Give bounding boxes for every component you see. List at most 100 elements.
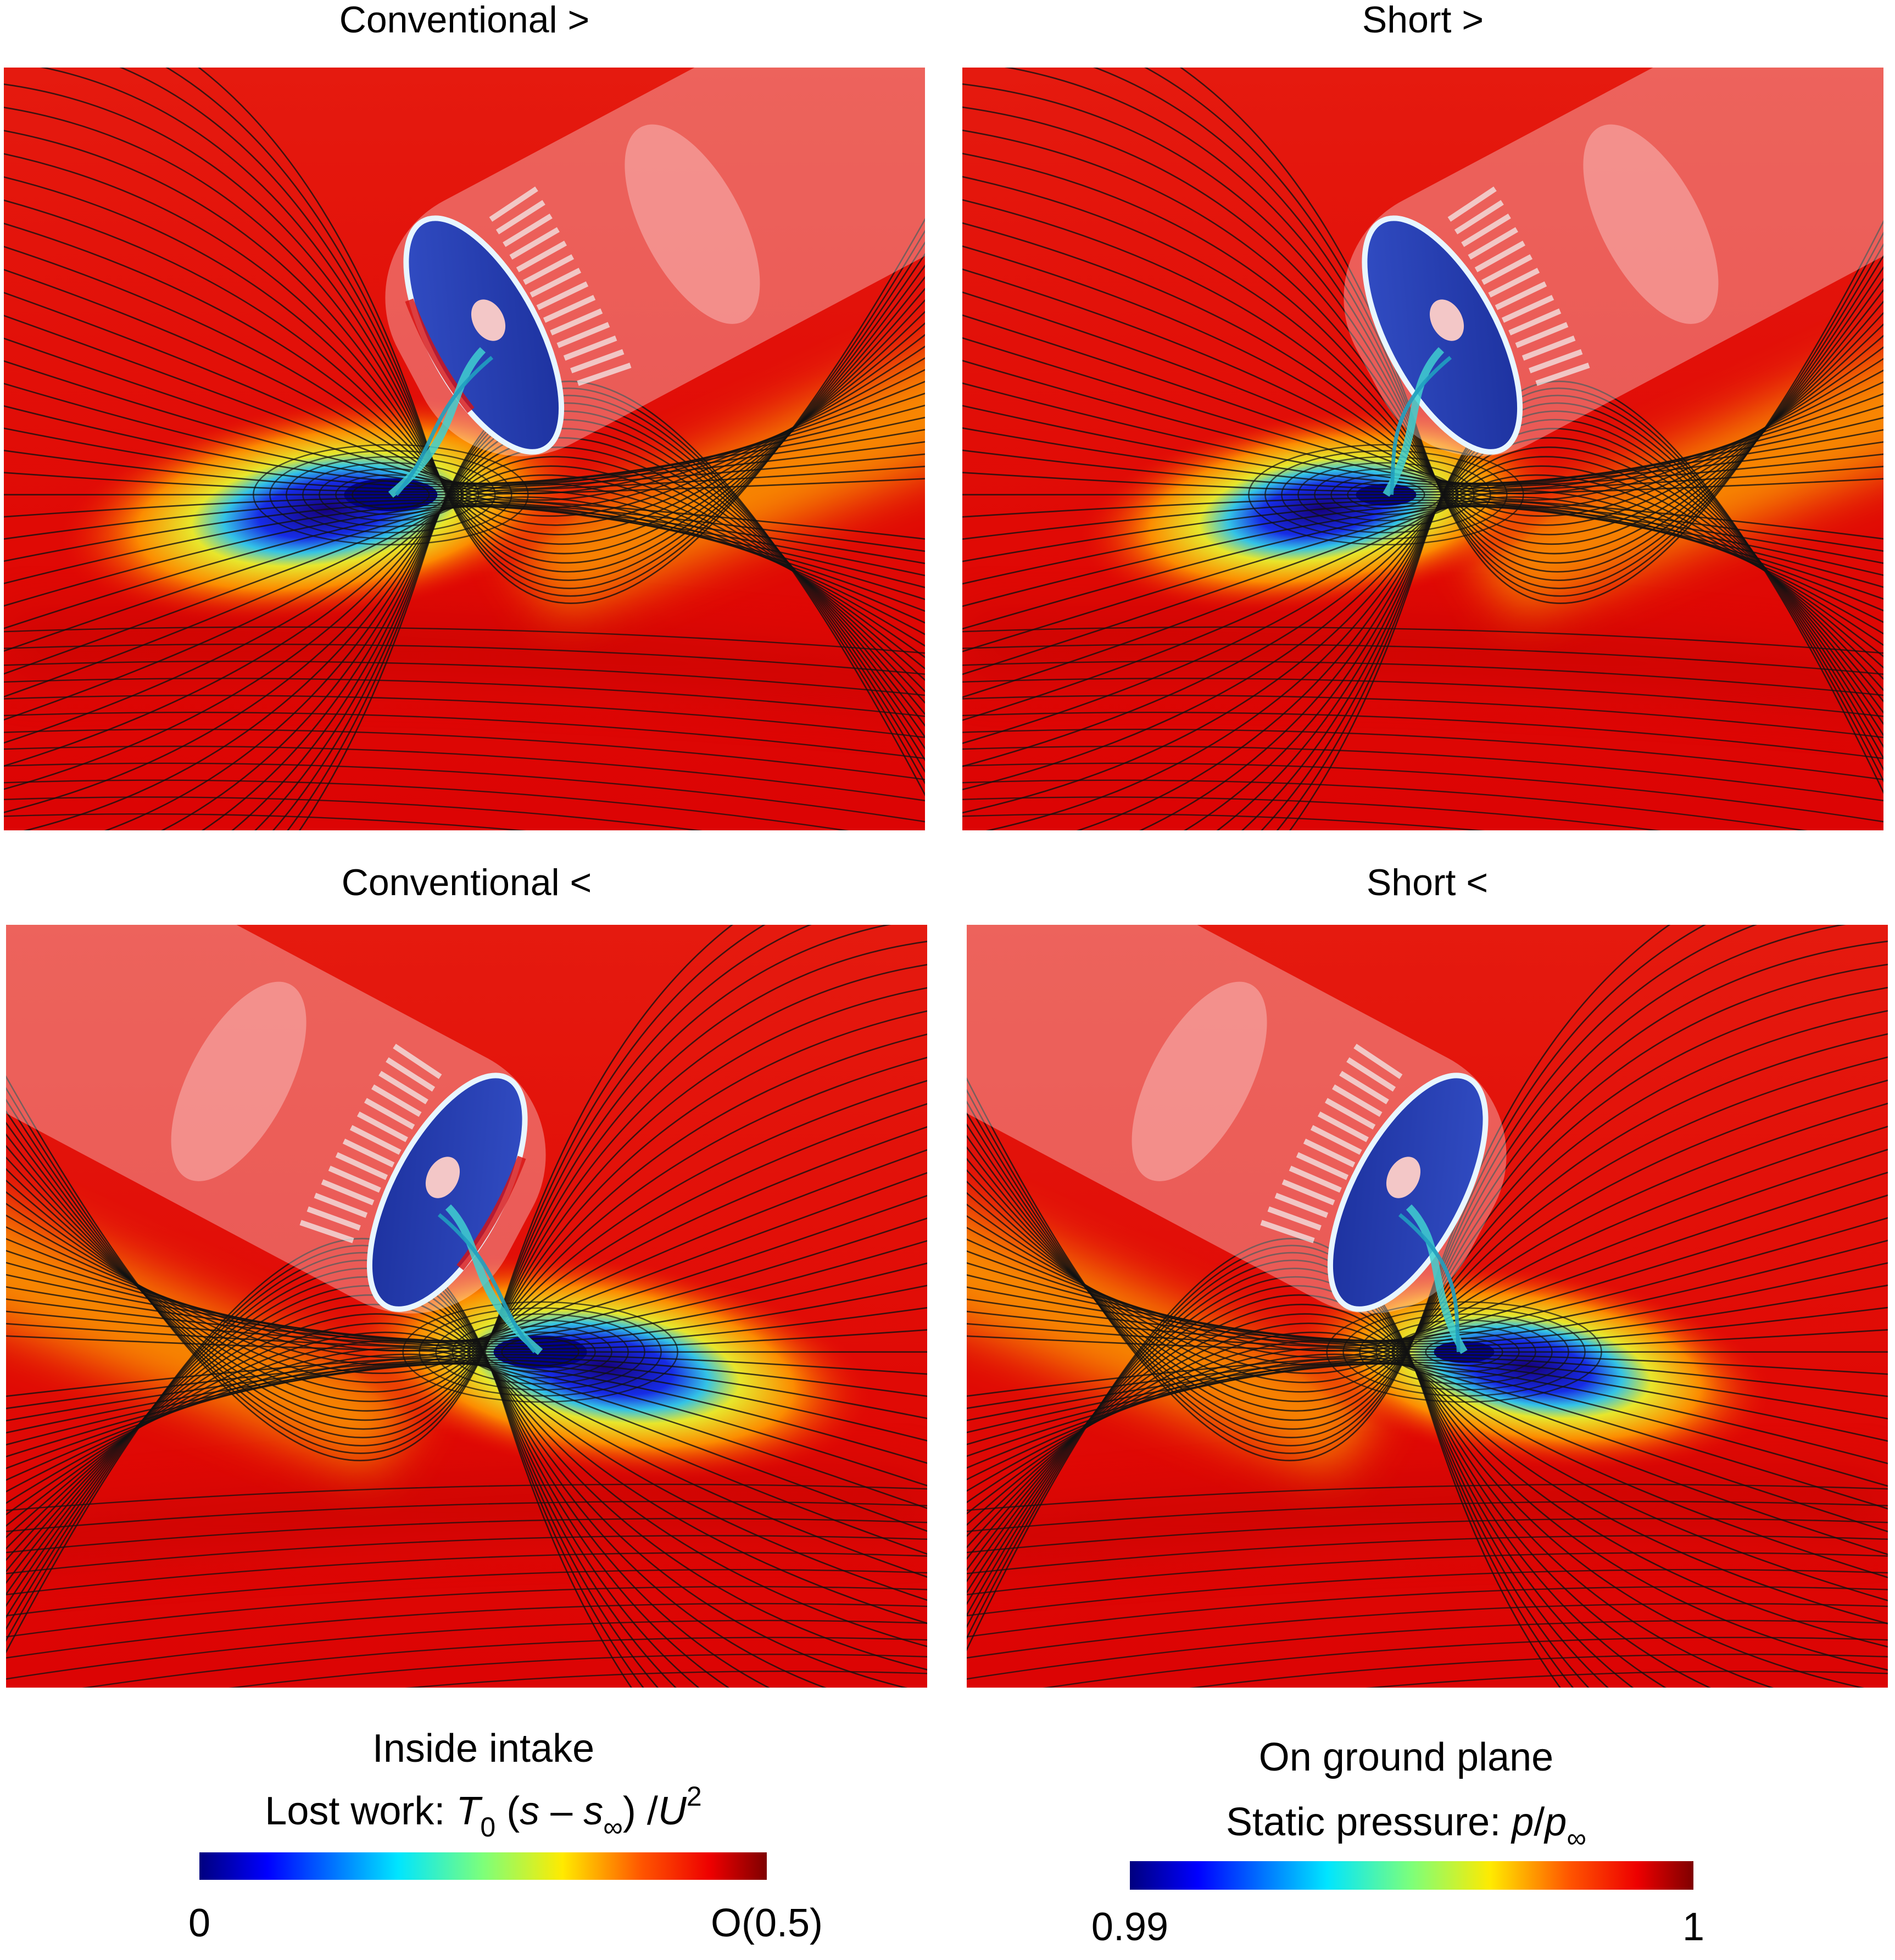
fan-blade xyxy=(328,1165,381,1193)
fan-blade xyxy=(1495,281,1547,310)
label-part: p xyxy=(1511,1800,1534,1844)
fan-blade xyxy=(1317,1111,1369,1142)
streamline xyxy=(4,405,925,485)
streamline xyxy=(4,626,925,654)
streamline xyxy=(967,1322,1888,1648)
streamline xyxy=(1043,1637,1888,1688)
streamline xyxy=(967,1358,1888,1533)
streamline xyxy=(405,1671,927,1688)
spiral xyxy=(319,468,463,522)
spiral xyxy=(1392,1325,1536,1379)
label-part: Static pressure: xyxy=(1226,1800,1512,1844)
fan-blade xyxy=(543,295,596,323)
streamline xyxy=(4,499,925,552)
vortex-tube xyxy=(1406,1204,1468,1354)
dark-band xyxy=(6,1471,927,1566)
streamline xyxy=(962,199,1883,526)
fan-blade xyxy=(1481,254,1533,285)
streamline xyxy=(4,496,925,540)
spinner xyxy=(1386,1157,1421,1198)
streamline xyxy=(967,1500,1888,1532)
colorbar-label: Static pressure: p/p∞ xyxy=(1226,1800,1586,1853)
streamline xyxy=(4,245,925,509)
fan-blade xyxy=(371,1084,422,1117)
spiral xyxy=(468,1325,612,1379)
streamline xyxy=(967,1313,1888,1671)
streamline xyxy=(962,466,1883,493)
fan-blade xyxy=(1281,1179,1335,1205)
streamline xyxy=(1289,381,1883,830)
fan-blade xyxy=(516,241,567,272)
fan-blade xyxy=(1535,362,1590,386)
spiral xyxy=(286,456,496,534)
nacelle-ring xyxy=(625,124,760,324)
spiral xyxy=(402,1301,678,1403)
fan-blade xyxy=(1346,1057,1396,1092)
streamline xyxy=(967,1323,1888,1350)
spiral xyxy=(452,1319,629,1385)
streamline xyxy=(962,501,1883,675)
streamline xyxy=(962,405,1883,485)
separation xyxy=(405,298,475,414)
streamline xyxy=(962,465,1883,790)
spiral xyxy=(419,1307,662,1397)
fan-blade xyxy=(335,1152,388,1180)
streamline xyxy=(1365,1671,1888,1688)
dark-band xyxy=(962,613,1883,708)
streamline xyxy=(6,1238,633,1688)
streamline xyxy=(6,1194,927,1343)
streamline xyxy=(962,456,1883,814)
fan-blade xyxy=(509,227,560,260)
vortex-tube xyxy=(437,1213,537,1354)
streamline xyxy=(962,813,1485,830)
colorbar-max: 1 xyxy=(1682,1905,1704,1949)
panel-content xyxy=(4,68,925,830)
streamline xyxy=(962,130,1883,555)
fan-blade xyxy=(1515,322,1569,348)
dark-band xyxy=(967,1471,1888,1566)
streamline xyxy=(6,1483,927,1511)
dark-band xyxy=(4,613,925,708)
fan-blade xyxy=(1501,295,1554,323)
streamline xyxy=(962,176,1883,535)
fan-blade xyxy=(321,1179,375,1205)
colorbar xyxy=(199,1852,767,1880)
streamline xyxy=(6,1358,927,1532)
fan-blade xyxy=(356,1111,408,1142)
colorbar xyxy=(1130,1861,1693,1890)
fan-blade xyxy=(1454,200,1504,234)
fan-blade xyxy=(1339,1070,1389,1104)
streamline xyxy=(962,661,1883,696)
spiral xyxy=(253,444,529,546)
streamline xyxy=(962,643,1883,675)
streamline xyxy=(4,661,925,696)
streamline xyxy=(967,1535,1888,1574)
streamline xyxy=(6,1602,927,1659)
fan-blade xyxy=(495,200,545,234)
fan-blade xyxy=(1488,267,1540,298)
streamline xyxy=(4,490,925,721)
streamline xyxy=(962,449,1883,490)
streamline xyxy=(967,1148,1888,1352)
label-part: T xyxy=(456,1789,483,1833)
label-part: 0 xyxy=(480,1812,495,1842)
fan-blade xyxy=(1296,1152,1349,1180)
fan-blade xyxy=(556,322,610,348)
label-part: ∞ xyxy=(603,1812,623,1842)
streamline xyxy=(298,381,925,830)
nacelle-ring xyxy=(171,981,306,1181)
label-part: p xyxy=(1543,1800,1567,1844)
fan-blade xyxy=(563,336,617,361)
panel-title: Conventional > xyxy=(339,0,590,41)
spiral xyxy=(1326,1301,1602,1403)
streamline xyxy=(967,1353,1888,1555)
fan-blade xyxy=(570,349,625,373)
streamline xyxy=(967,1285,1888,1345)
streamline xyxy=(967,1306,1888,1348)
nacelle xyxy=(385,68,925,456)
streamline xyxy=(4,501,925,675)
fan-blade xyxy=(1353,1043,1403,1079)
nacelle xyxy=(6,925,546,1314)
streamline xyxy=(962,382,1883,484)
